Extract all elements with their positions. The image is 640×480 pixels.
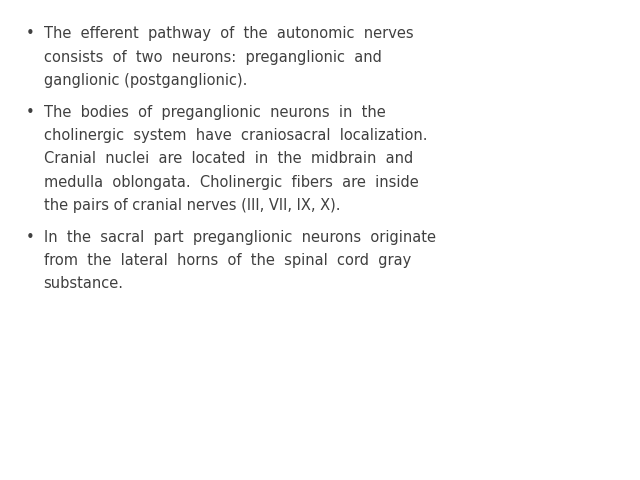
Text: Cranial  nuclei  are  located  in  the  midbrain  and: Cranial nuclei are located in the midbra… xyxy=(44,152,413,167)
Text: the pairs of cranial nerves (III, VII, IX, X).: the pairs of cranial nerves (III, VII, I… xyxy=(44,198,340,213)
Text: from  the  lateral  horns  of  the  spinal  cord  gray: from the lateral horns of the spinal cor… xyxy=(44,253,411,268)
Text: The  bodies  of  preganglionic  neurons  in  the: The bodies of preganglionic neurons in t… xyxy=(44,105,385,120)
Text: •: • xyxy=(26,26,35,41)
Text: medulla  oblongata.  Cholinergic  fibers  are  inside: medulla oblongata. Cholinergic fibers ar… xyxy=(44,175,419,190)
Text: consists  of  two  neurons:  preganglionic  and: consists of two neurons: preganglionic a… xyxy=(44,50,381,65)
Text: •: • xyxy=(26,230,35,245)
Text: •: • xyxy=(26,105,35,120)
Text: In  the  sacral  part  preganglionic  neurons  originate: In the sacral part preganglionic neurons… xyxy=(44,230,435,245)
Text: The  efferent  pathway  of  the  autonomic  nerves: The efferent pathway of the autonomic ne… xyxy=(44,26,413,41)
Text: ganglionic (postganglionic).: ganglionic (postganglionic). xyxy=(44,73,247,88)
Text: substance.: substance. xyxy=(44,276,124,291)
Text: cholinergic  system  have  craniosacral  localization.: cholinergic system have craniosacral loc… xyxy=(44,128,427,143)
